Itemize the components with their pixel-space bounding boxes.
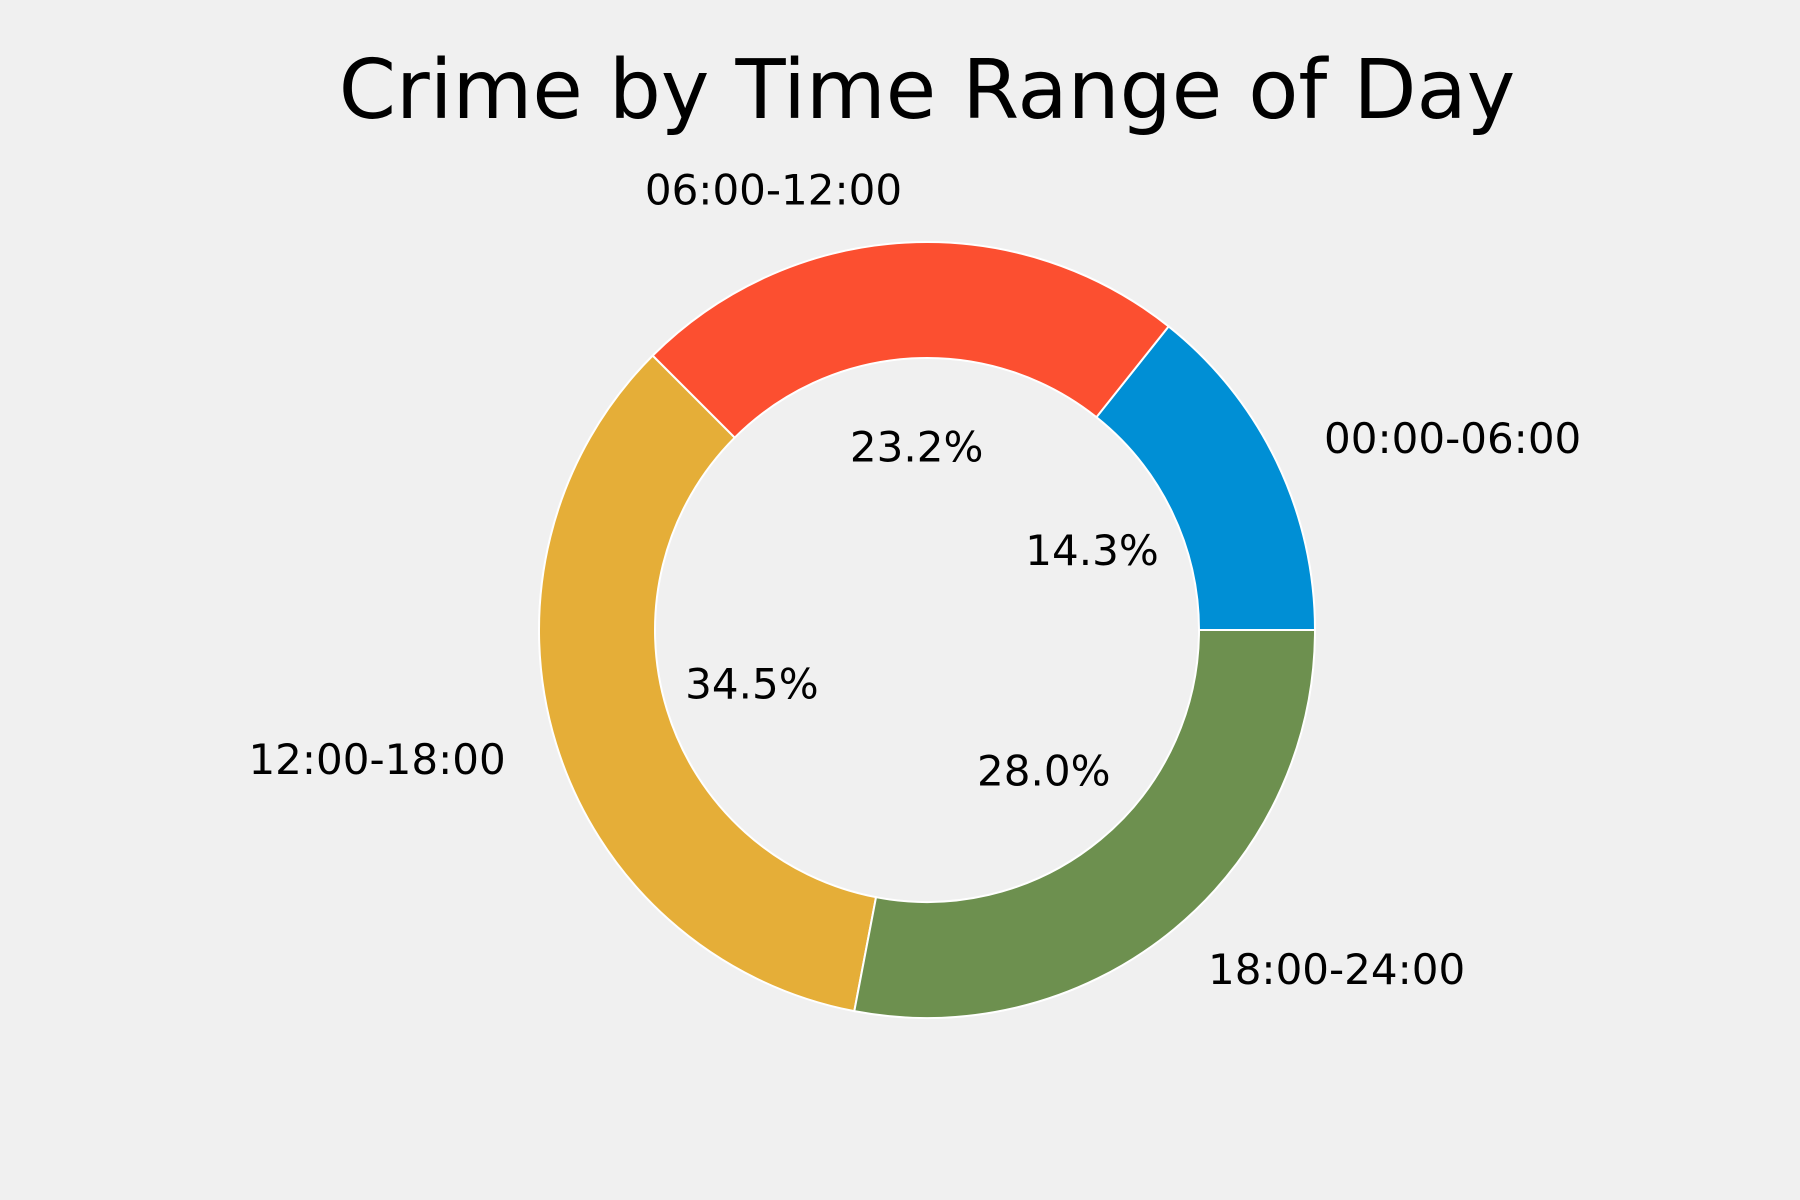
percentage-labels: 14.3% 23.2% 34.5% 28.0% bbox=[685, 423, 1159, 796]
slice-06-00-12-00 bbox=[651, 241, 1171, 440]
slice-label-12-00-18-00: 12:00-18:00 bbox=[248, 735, 505, 784]
pct-label-06-00-12-00: 23.2% bbox=[850, 423, 983, 472]
slice-18-00-24-00 bbox=[853, 629, 1317, 1019]
chart-title: Crime by Time Range of Day bbox=[339, 43, 1516, 138]
slice-label-00-00-06-00: 00:00-06:00 bbox=[1324, 414, 1581, 463]
slice-label-18-00-24-00: 18:00-24:00 bbox=[1208, 945, 1465, 994]
slice-label-06-00-12-00: 06:00-12:00 bbox=[645, 165, 902, 214]
slice-12-00-18-00 bbox=[538, 354, 878, 1013]
donut-slices bbox=[538, 241, 1317, 1019]
pct-label-00-00-06-00: 14.3% bbox=[1025, 526, 1158, 575]
pct-label-18-00-24-00: 28.0% bbox=[977, 747, 1110, 796]
pct-label-12-00-18-00: 34.5% bbox=[685, 659, 818, 708]
slice-labels: 00:00-06:00 06:00-12:00 12:00-18:00 18:00-2… bbox=[248, 165, 1581, 994]
